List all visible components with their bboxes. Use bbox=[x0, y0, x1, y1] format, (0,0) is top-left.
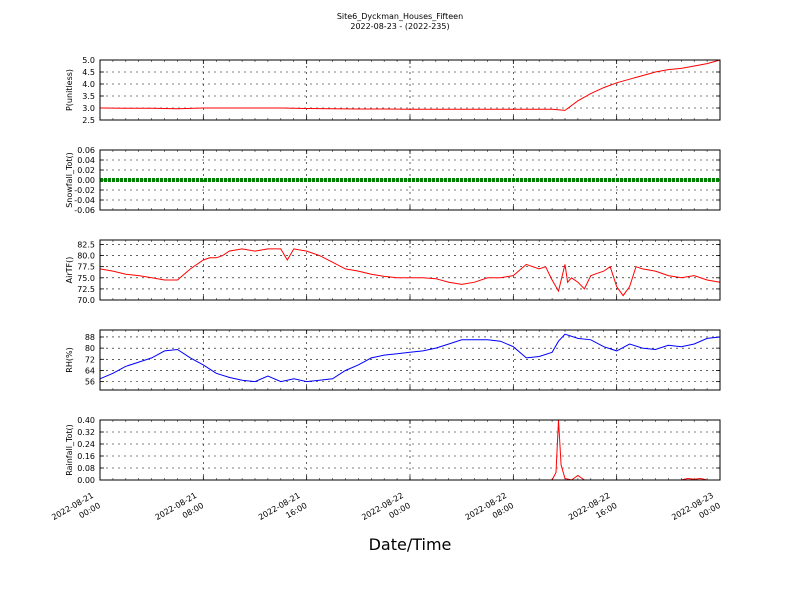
axes-frame bbox=[99, 329, 721, 391]
y-axis-label: AirTF() bbox=[65, 257, 74, 284]
y-tick-label: -0.02 bbox=[74, 186, 95, 195]
y-tick-label: 2.5 bbox=[82, 116, 95, 125]
subplot-pressure: 2.5 3.0 3.5 4.0 4.5 5.0 P(unitless) bbox=[65, 56, 721, 125]
y-tick-label: 64 bbox=[85, 366, 95, 375]
y-axis-label: Snowfall_Tot() bbox=[65, 152, 74, 208]
y-tick-label: 70.0 bbox=[77, 296, 95, 305]
y-tick-label: 0.40 bbox=[77, 416, 95, 425]
y-tick-label: 0.00 bbox=[77, 476, 95, 485]
subplot-snowfall: -0.06-0.04-0.020.000.020.040.06Snowfall_… bbox=[65, 146, 721, 215]
y-tick-label: 80 bbox=[85, 344, 95, 353]
y-tick-label: 5.0 bbox=[82, 56, 95, 65]
y-tick-label: 77.5 bbox=[77, 263, 95, 272]
y-tick-label: 82.5 bbox=[77, 240, 95, 249]
subplots: 2.5 3.0 3.5 4.0 4.5 5.0 P(unitless) -0.06-0.04-… bbox=[65, 56, 721, 485]
subplot-rh: 56 64 72 80 88 RH(%) bbox=[65, 329, 721, 391]
y-tick-label: 0.00 bbox=[77, 176, 95, 185]
y-tick-label: 0.04 bbox=[77, 156, 95, 165]
y-tick-label: 56 bbox=[85, 378, 95, 387]
series-line-air-temp bbox=[99, 248, 721, 297]
y-tick-label: 4.5 bbox=[82, 68, 95, 77]
y-tick-label: 0.06 bbox=[77, 146, 95, 155]
y-tick-label: 0.08 bbox=[77, 464, 95, 473]
y-tick-label: 75.0 bbox=[77, 274, 95, 283]
y-tick-label: 88 bbox=[85, 333, 95, 342]
y-tick-label: 0.32 bbox=[77, 428, 95, 437]
figure-subtitle: 2022-08-23 - (2022-235) bbox=[350, 22, 449, 31]
y-tick-label: 3.0 bbox=[82, 104, 95, 113]
series-line-pressure bbox=[99, 59, 721, 111]
y-tick-label: 80.0 bbox=[77, 252, 95, 261]
y-tick-label: 0.16 bbox=[77, 452, 95, 461]
y-axis-label: RH(%) bbox=[65, 347, 74, 372]
y-axis-label: P(unitless) bbox=[65, 69, 74, 111]
figure-title: Site6_Dyckman_Houses_Fifteen bbox=[337, 12, 463, 21]
y-tick-label: 3.5 bbox=[82, 92, 95, 101]
axes-frame bbox=[99, 419, 721, 481]
y-tick-label: 72.5 bbox=[77, 285, 95, 294]
axes-frame bbox=[99, 149, 721, 211]
x-axis-label: Date/Time bbox=[369, 535, 452, 554]
y-tick-label: 4.0 bbox=[82, 80, 95, 89]
y-tick-label: -0.06 bbox=[74, 206, 95, 215]
axes-frame bbox=[99, 239, 721, 301]
y-tick-label: -0.04 bbox=[74, 196, 95, 205]
y-tick-label: 0.02 bbox=[77, 166, 95, 175]
y-tick-label: 72 bbox=[85, 355, 95, 364]
axes-frame bbox=[99, 59, 721, 121]
y-tick-label: 0.24 bbox=[77, 440, 95, 449]
series-line-rh bbox=[99, 333, 721, 383]
y-axis-label: Rainfall_Tot() bbox=[65, 424, 74, 476]
